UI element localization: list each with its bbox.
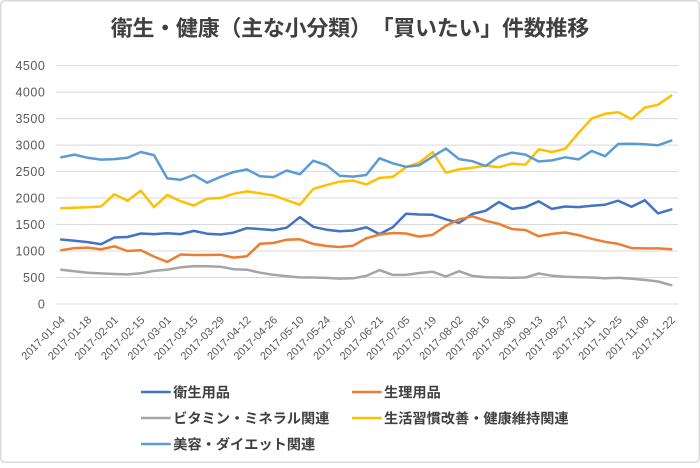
svg-text:4000: 4000	[15, 86, 45, 100]
svg-text:1500: 1500	[15, 218, 45, 232]
svg-text:4500: 4500	[15, 59, 45, 73]
svg-text:0: 0	[38, 297, 45, 311]
svg-text:3500: 3500	[15, 112, 45, 126]
svg-text:3000: 3000	[15, 139, 45, 153]
svg-text:500: 500	[23, 271, 45, 285]
svg-text:2500: 2500	[15, 165, 45, 179]
svg-text:2000: 2000	[15, 191, 45, 205]
svg-text:1000: 1000	[15, 244, 45, 258]
